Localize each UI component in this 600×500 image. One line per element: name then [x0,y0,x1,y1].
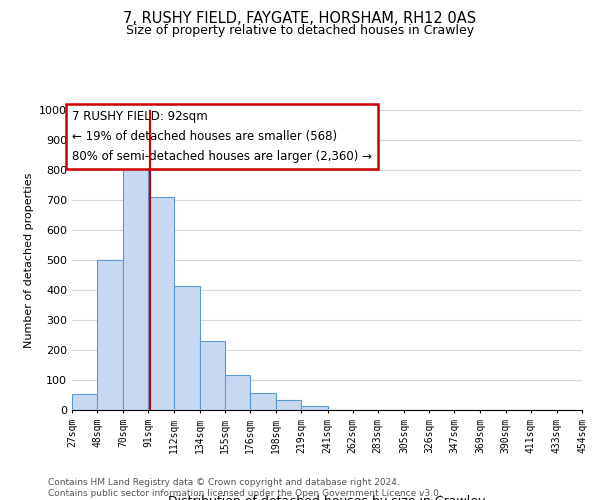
Bar [225,374,250,410]
Bar [97,260,124,410]
Bar [124,162,148,410]
Bar [276,400,301,410]
Bar [301,406,328,410]
Text: Size of property relative to detached houses in Crawley: Size of property relative to detached ho… [126,24,474,37]
Bar [173,286,200,410]
Bar [72,394,97,410]
Bar [250,393,276,410]
Bar [200,341,225,410]
Y-axis label: Number of detached properties: Number of detached properties [23,172,34,348]
Text: 7, RUSHY FIELD, FAYGATE, HORSHAM, RH12 0AS: 7, RUSHY FIELD, FAYGATE, HORSHAM, RH12 0… [124,11,476,26]
Text: Contains HM Land Registry data © Crown copyright and database right 2024.
Contai: Contains HM Land Registry data © Crown c… [48,478,442,498]
X-axis label: Distribution of detached houses by size in Crawley: Distribution of detached houses by size … [169,494,485,500]
Bar [148,197,173,410]
Text: 7 RUSHY FIELD: 92sqm
← 19% of detached houses are smaller (568)
80% of semi-deta: 7 RUSHY FIELD: 92sqm ← 19% of detached h… [72,110,372,163]
